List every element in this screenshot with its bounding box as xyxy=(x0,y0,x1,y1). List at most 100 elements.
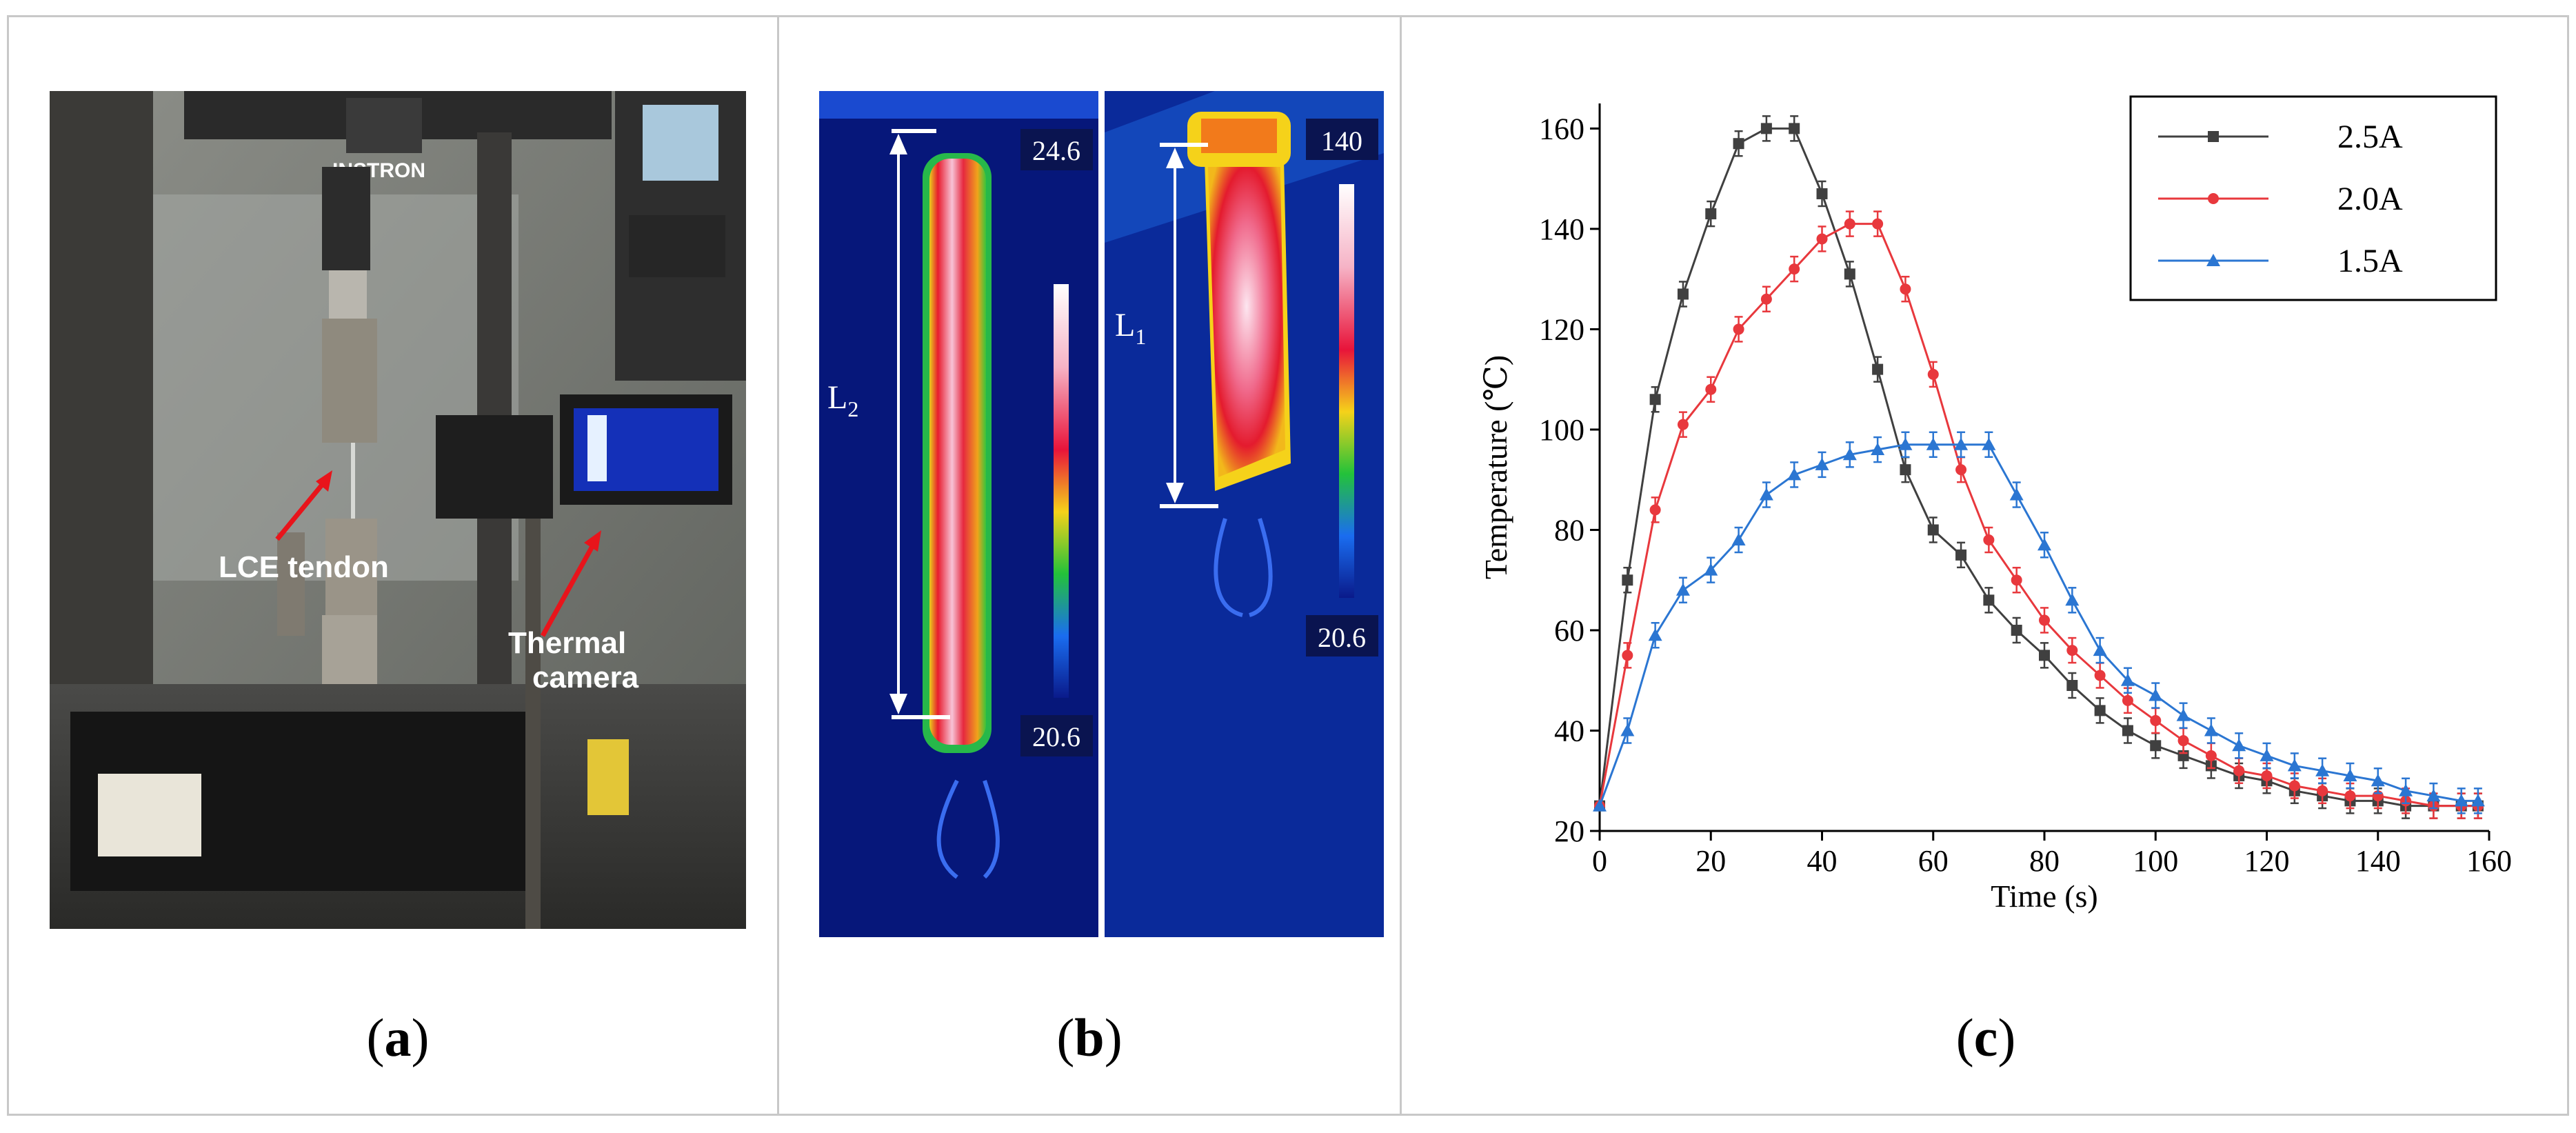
legend-label: 2.5A xyxy=(2337,119,2403,155)
series-line xyxy=(1598,223,2478,808)
legend-marker xyxy=(2208,131,2219,142)
data-point xyxy=(1622,650,1633,661)
data-point xyxy=(1648,628,1662,641)
data-point xyxy=(2471,794,2485,807)
data-point xyxy=(1704,563,1718,576)
data-point xyxy=(2204,723,2218,736)
y-tick-label: 80 xyxy=(1554,513,1584,547)
data-point xyxy=(2176,708,2191,721)
data-point xyxy=(2177,735,2189,747)
data-point xyxy=(1705,208,1717,220)
data-point xyxy=(1676,583,1690,596)
data-point xyxy=(1649,504,1661,516)
series-2-0A xyxy=(1594,210,2484,819)
data-point xyxy=(1816,188,1828,199)
data-point xyxy=(2315,763,2330,776)
data-point xyxy=(1759,488,1773,501)
data-point xyxy=(1760,293,1772,305)
data-point xyxy=(2343,768,2357,781)
x-tick-label: 100 xyxy=(2133,844,2178,878)
x-tick-label: 80 xyxy=(2029,844,2060,878)
series-line xyxy=(1598,443,2478,807)
data-point xyxy=(2344,790,2356,802)
data-point xyxy=(2009,488,2024,501)
x-axis-label: Time (s) xyxy=(1991,879,2098,914)
data-point xyxy=(1816,233,1828,245)
data-point xyxy=(1789,263,1800,275)
data-point xyxy=(1760,123,1772,134)
data-point xyxy=(2454,794,2468,807)
y-tick-label: 100 xyxy=(1539,413,1584,447)
data-point xyxy=(1872,363,1884,375)
chart-legend: 2.5A 2.0A 1.5A xyxy=(2129,95,2497,301)
data-point xyxy=(1983,594,1995,606)
temperature-chart: 20 40 60 80 100 120 140 160 0 20 40 60 80 100 120 140 16… xyxy=(1434,83,2551,952)
x-tick-label: 120 xyxy=(2244,844,2290,878)
data-point xyxy=(2287,759,2302,772)
data-point xyxy=(1871,443,1885,456)
y-tick-label: 160 xyxy=(1539,112,1584,146)
lce-tendon-label: LCE tendon xyxy=(219,550,389,584)
data-point xyxy=(2399,783,2413,796)
data-point xyxy=(1954,437,1969,450)
panel-c-caption: (c) xyxy=(1955,1007,2016,1067)
x-tick-label: 160 xyxy=(2466,844,2512,878)
data-point xyxy=(2066,645,2078,656)
data-point xyxy=(1842,448,1857,461)
x-tick-label: 140 xyxy=(2355,844,2401,878)
data-point xyxy=(2066,680,2078,691)
right-scale-min: 20.6 xyxy=(1318,622,1366,653)
legend-marker xyxy=(2206,254,2220,266)
data-point xyxy=(2261,770,2273,781)
data-point xyxy=(2260,748,2274,761)
y-tick-label: 60 xyxy=(1554,614,1584,648)
y-tick-label: 140 xyxy=(1539,212,1584,246)
data-point xyxy=(2065,593,2080,606)
data-point xyxy=(2149,688,2163,701)
thermal-image-left: 24.6 20.6 L2 xyxy=(819,91,1098,937)
x-tick-label: 20 xyxy=(1695,844,1726,878)
data-point xyxy=(1844,218,1855,230)
legend-marker xyxy=(2208,193,2219,204)
data-point xyxy=(2037,538,2051,551)
data-point xyxy=(1982,437,1996,450)
data-point xyxy=(2122,725,2133,736)
data-point xyxy=(2093,643,2107,656)
data-point xyxy=(2094,705,2106,716)
data-point xyxy=(1872,218,1884,230)
data-point xyxy=(1789,123,1800,134)
data-point xyxy=(2150,740,2162,752)
data-point xyxy=(1983,534,1995,545)
series-1-5A xyxy=(1593,431,2485,814)
x-tick-label: 40 xyxy=(1807,844,1838,878)
data-point xyxy=(1955,549,1967,561)
x-tick-label: 60 xyxy=(1918,844,1949,878)
left-scale-min: 20.6 xyxy=(1032,721,1080,752)
legend-label: 2.0A xyxy=(2337,181,2403,217)
data-point xyxy=(2232,739,2246,752)
data-point xyxy=(1844,268,1855,280)
data-point xyxy=(1649,394,1661,405)
x-tick-label: 0 xyxy=(1592,844,1607,878)
data-point xyxy=(1622,574,1633,586)
data-point xyxy=(1927,368,1939,380)
data-point xyxy=(2039,650,2050,661)
data-point xyxy=(1955,464,1967,476)
y-tick-label: 120 xyxy=(1539,312,1584,346)
data-point xyxy=(1731,533,1746,545)
left-scale-max: 24.6 xyxy=(1032,135,1080,166)
data-point xyxy=(2317,785,2328,796)
y-tick-label: 20 xyxy=(1554,814,1584,848)
chart-series-layer xyxy=(1593,115,2485,819)
data-point xyxy=(2288,780,2300,792)
data-point xyxy=(2150,714,2162,726)
data-point xyxy=(1593,799,1607,812)
thermal-camera-label-line2: camera xyxy=(532,661,639,694)
data-point xyxy=(1733,323,1744,335)
panel-c-border xyxy=(1400,15,2569,1116)
test-rig-photo: INSTRON xyxy=(50,91,746,929)
data-point xyxy=(1815,457,1829,470)
data-point xyxy=(2094,670,2106,681)
